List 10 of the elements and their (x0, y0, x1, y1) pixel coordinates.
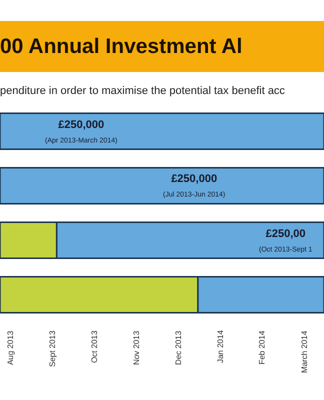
text: Aug 2013 (6, 330, 15, 366)
text: Sept 2013 (48, 330, 57, 368)
text: Jan 2014 (216, 330, 225, 364)
chart-subtitle: penditure in order to maximise the potential tax benefit acc (0, 85, 286, 97)
text: Feb 2014 (257, 330, 266, 365)
text: Oct 2013 (90, 330, 99, 364)
text: March 2014 (300, 330, 309, 374)
text: Nov 2013 (132, 330, 141, 366)
chart-title: 00 Annual Investment Al (0, 21, 324, 72)
text: Dec 2013 (174, 330, 183, 366)
